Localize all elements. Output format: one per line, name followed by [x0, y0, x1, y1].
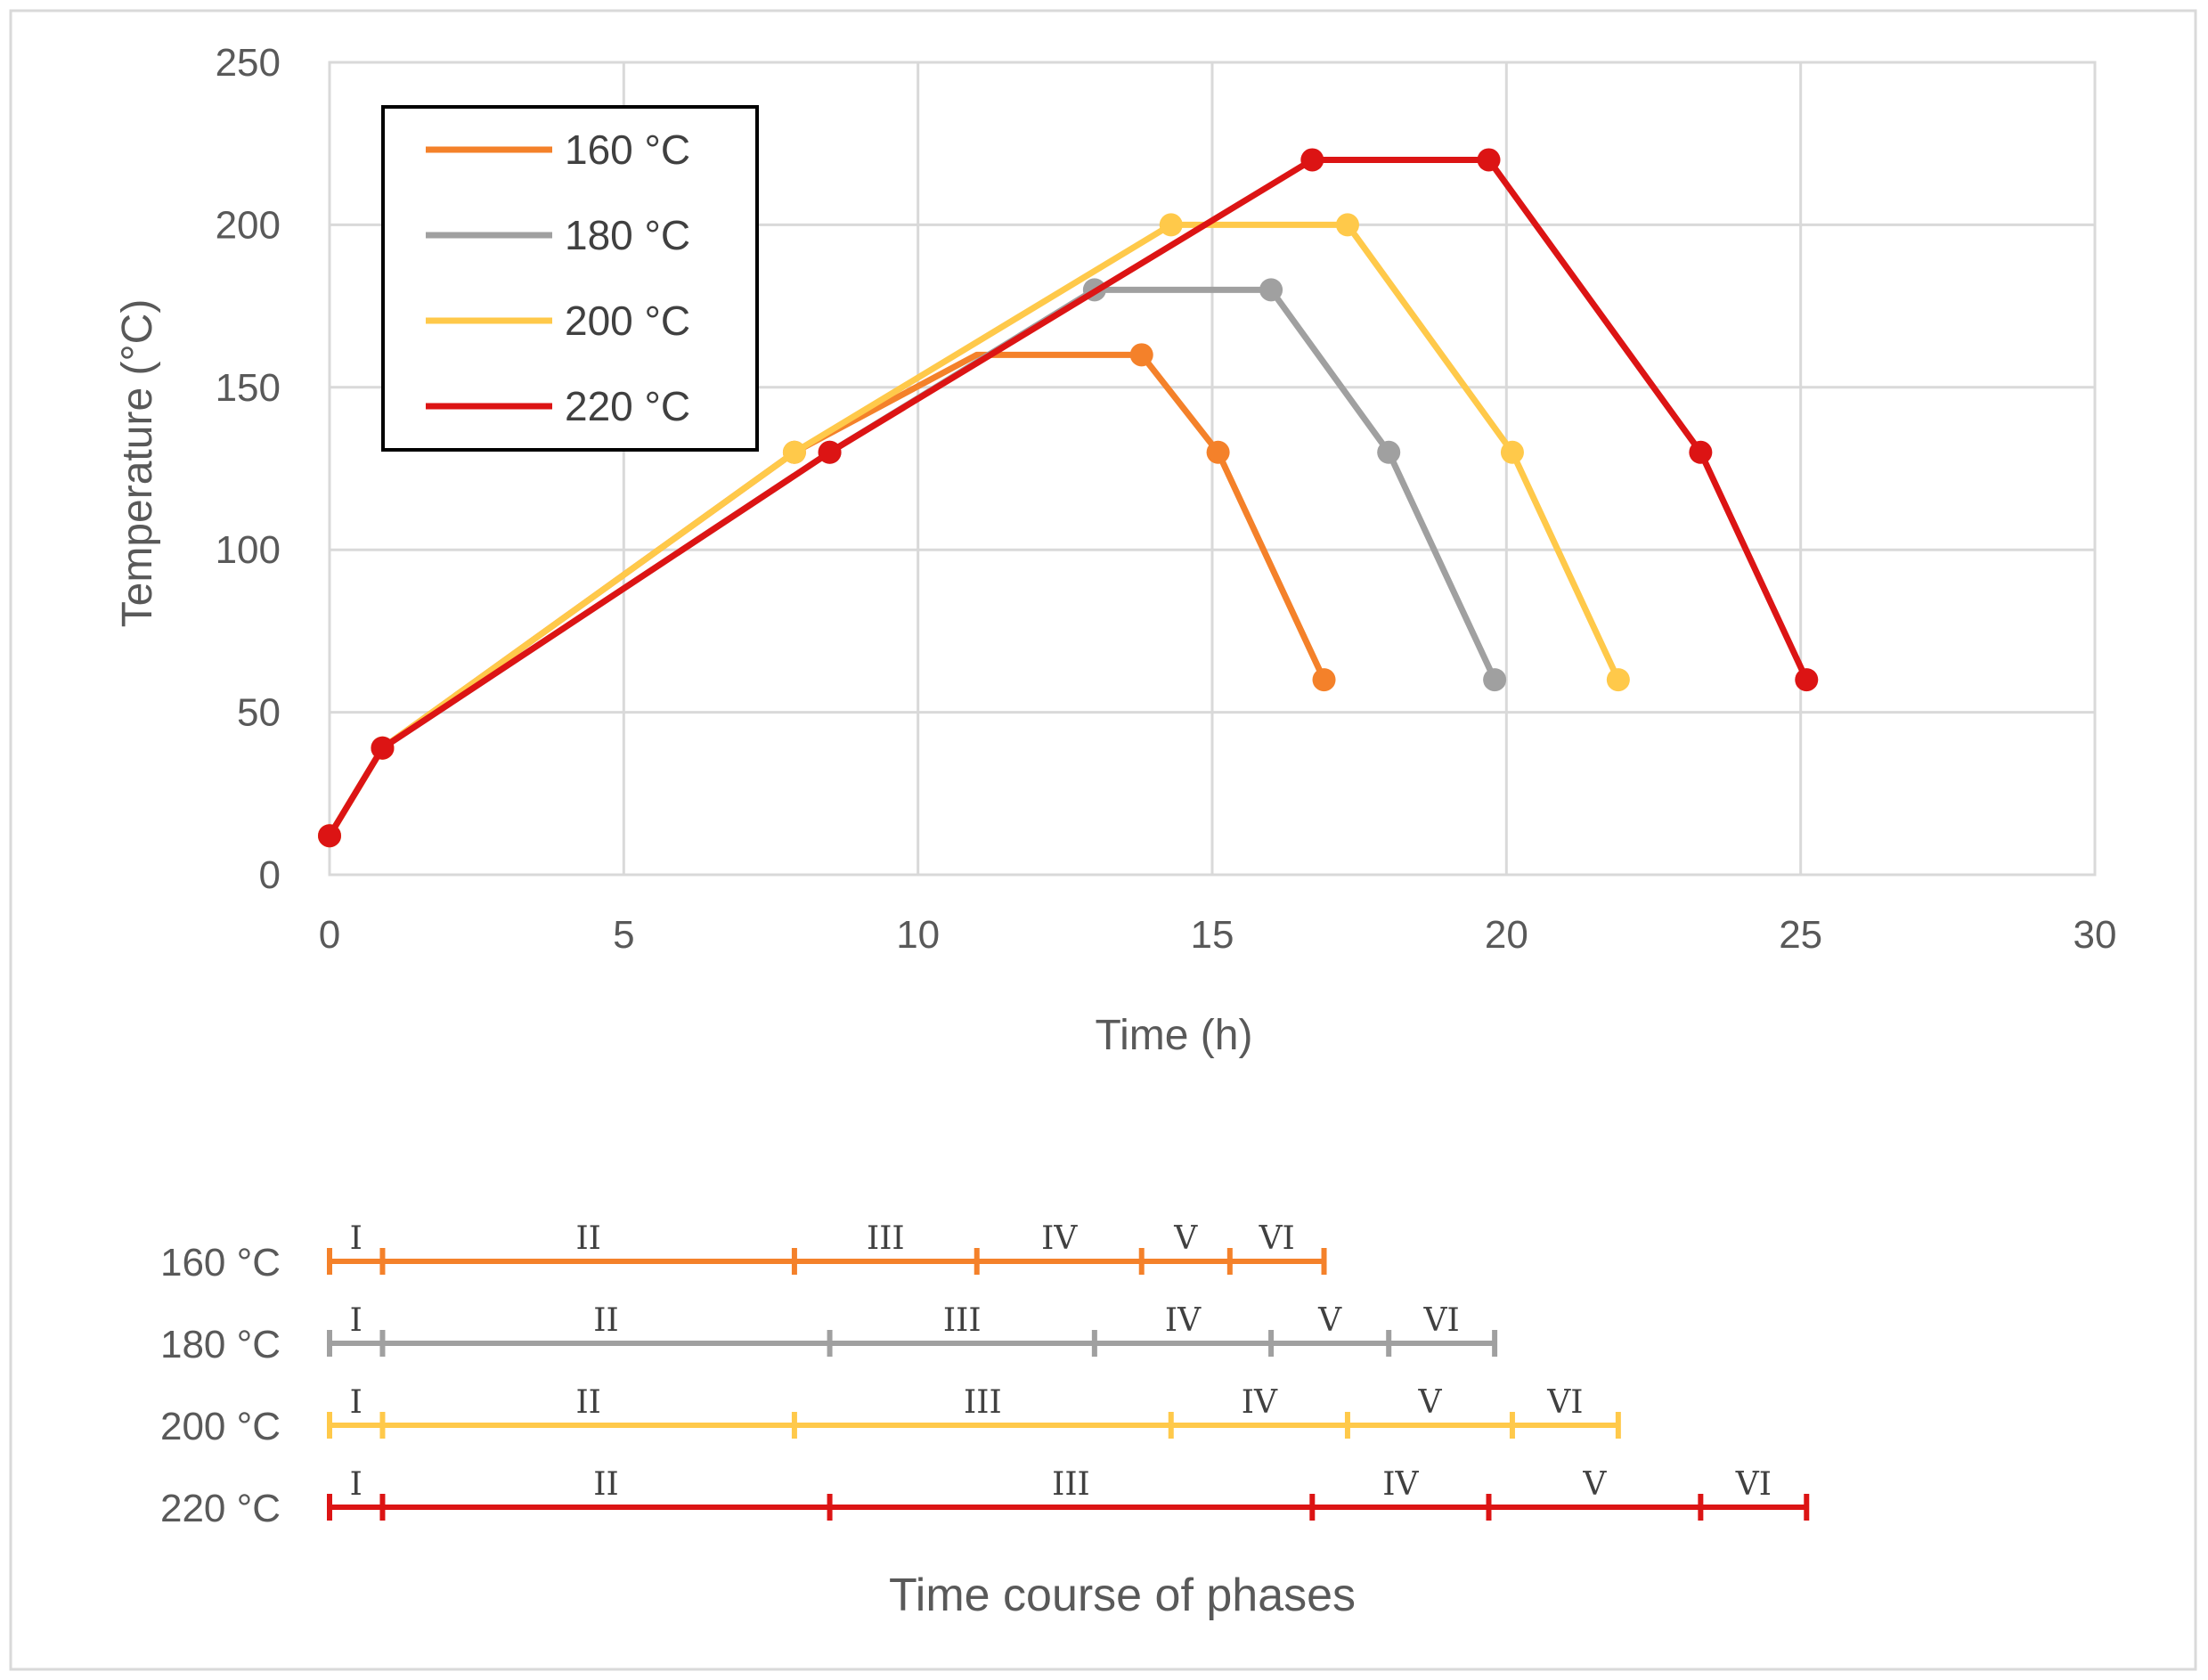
phase-row-label: 200 °C — [160, 1405, 281, 1448]
phase-row: 200 °CI II III IV V VI — [160, 1384, 1621, 1448]
legend: 160 °C 180 °C 200 °C 220 °C — [381, 105, 759, 452]
phase-label: V — [1417, 1384, 1442, 1421]
phase-label: III — [964, 1384, 1002, 1421]
phase-label: V — [1317, 1302, 1342, 1339]
series-4 — [318, 148, 1819, 848]
x-tick-label: 10 — [896, 913, 940, 957]
data-point — [371, 736, 395, 760]
data-point — [1206, 440, 1230, 464]
y-tick-label: 200 — [216, 203, 281, 247]
legend-entry: 200 °C — [565, 298, 690, 344]
y-axis-title: Temperature (°C) — [114, 299, 161, 628]
phase-label: IV — [1165, 1302, 1202, 1339]
x-tick-label: 20 — [1485, 913, 1528, 957]
chart-series — [318, 148, 1819, 848]
data-point — [318, 824, 341, 848]
phase-row: 220 °CI II III IV V VI — [160, 1466, 1810, 1530]
y-tick-label: 150 — [216, 366, 281, 410]
x-tick-label: 25 — [1779, 913, 1822, 957]
data-point — [1300, 148, 1324, 172]
legend-box — [381, 105, 759, 452]
phase-label: VI — [1735, 1466, 1772, 1503]
legend-entry: 160 °C — [565, 126, 690, 173]
phase-label: II — [593, 1466, 618, 1503]
phase-row-label: 160 °C — [160, 1241, 281, 1284]
data-point — [1689, 440, 1713, 464]
data-point — [1312, 668, 1336, 692]
data-point — [1483, 668, 1507, 692]
phase-label: V — [1173, 1220, 1198, 1257]
y-tick-label: 100 — [216, 528, 281, 572]
phase-row: 180 °CI II III IV V VI — [160, 1302, 1498, 1366]
legend-entry: 180 °C — [565, 212, 690, 258]
x-axis-title: Time (h) — [1096, 1012, 1253, 1059]
data-point — [818, 440, 842, 464]
legend-entry: 220 °C — [565, 383, 690, 429]
data-point — [1477, 148, 1501, 172]
phase-label: VI — [1423, 1302, 1460, 1339]
phase-label: III — [867, 1220, 905, 1257]
y-tick-label: 50 — [237, 691, 281, 735]
y-tick-label: 0 — [259, 853, 281, 897]
phase-label: I — [350, 1302, 363, 1339]
phase-label: I — [350, 1466, 363, 1503]
data-point — [1606, 668, 1630, 692]
x-tick-label: 0 — [319, 913, 340, 957]
data-point — [1159, 213, 1183, 237]
data-point — [1377, 440, 1401, 464]
phase-row-label: 220 °C — [160, 1487, 281, 1530]
data-point — [1129, 343, 1153, 367]
x-tick-label: 15 — [1191, 913, 1234, 957]
x-tick-label: 5 — [613, 913, 634, 957]
data-point — [782, 440, 806, 464]
phase-label: III — [1052, 1466, 1090, 1503]
data-point — [1259, 278, 1283, 302]
data-point — [1500, 440, 1524, 464]
phase-row: 160 °CI II III IV V VI — [160, 1220, 1327, 1284]
phase-label: VI — [1259, 1220, 1295, 1257]
phase-label: II — [593, 1302, 618, 1339]
chart-grid — [328, 61, 2097, 877]
phase-label: IV — [1041, 1220, 1078, 1257]
phase-row-label: 180 °C — [160, 1323, 281, 1366]
phases-title: Time course of phases — [889, 1570, 1356, 1621]
phase-label: I — [350, 1384, 363, 1421]
phase-label: III — [943, 1302, 982, 1339]
phase-label: IV — [1242, 1384, 1278, 1421]
figure-border — [9, 9, 2197, 1671]
data-point — [1795, 668, 1819, 692]
y-tick-label: 250 — [216, 41, 281, 85]
data-point — [1335, 213, 1359, 237]
phase-label: IV — [1382, 1466, 1419, 1503]
phase-label: II — [575, 1220, 600, 1257]
x-tick-label: 30 — [2074, 913, 2117, 957]
axis-tick-labels: 0 50 100 150 200 250 0 5 10 15 20 25 30 — [216, 41, 2117, 957]
phase-label: VI — [1546, 1384, 1583, 1421]
phase-label: II — [575, 1384, 600, 1421]
phase-label: V — [1582, 1466, 1607, 1503]
phase-label: I — [350, 1220, 363, 1257]
